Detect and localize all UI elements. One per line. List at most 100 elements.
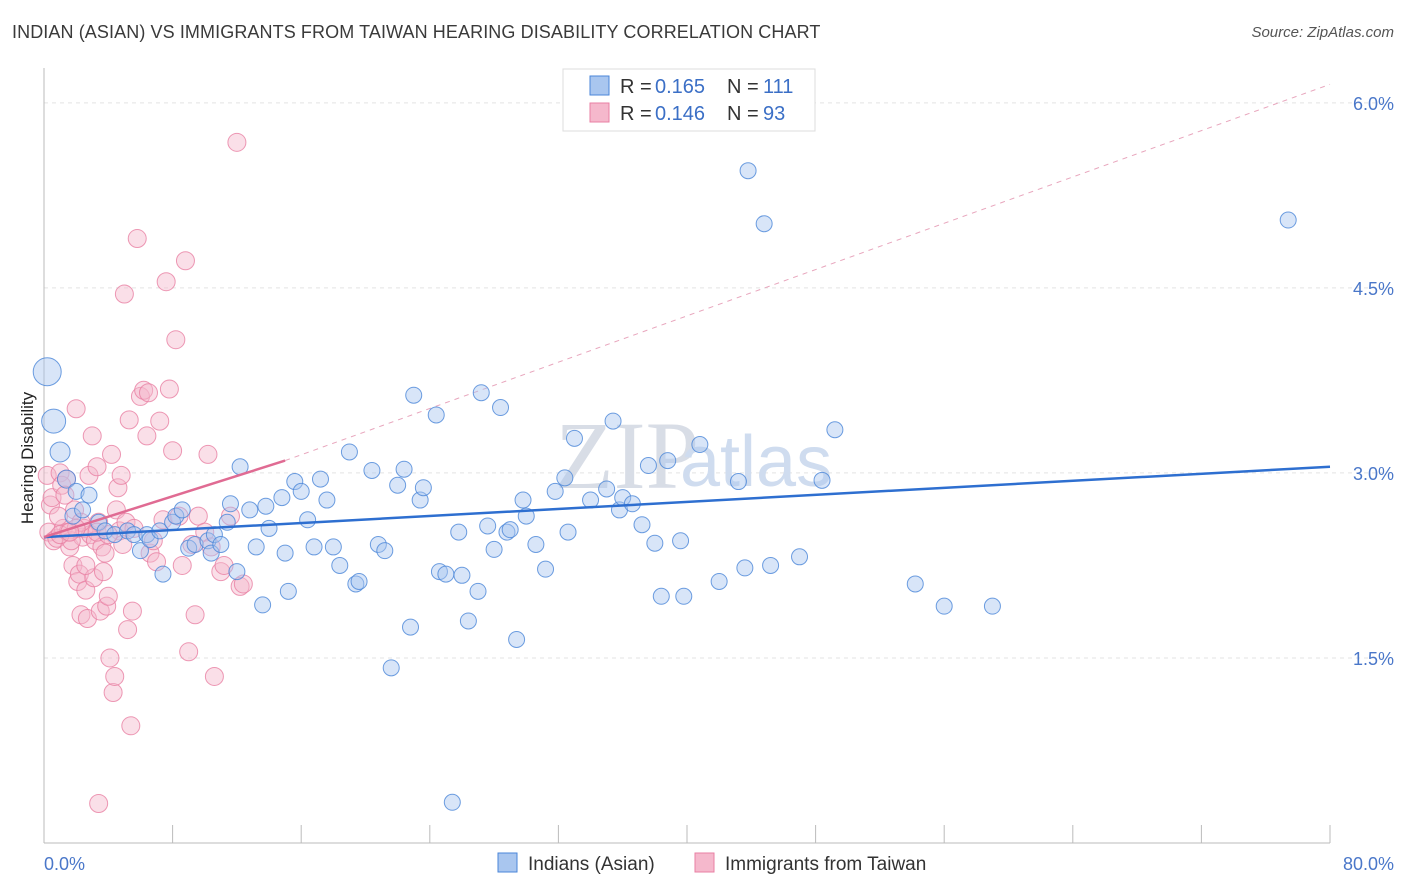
taiwan-point (103, 683, 123, 703)
taiwan-point (166, 330, 186, 350)
indian-point (556, 469, 574, 487)
taiwan-point (211, 562, 231, 582)
taiwan-point (108, 478, 128, 498)
indian-point (639, 457, 657, 475)
taiwan-point (138, 383, 158, 403)
indian-point (659, 452, 677, 470)
indian-point (260, 519, 278, 537)
indian-point (202, 544, 220, 562)
chart-title: INDIAN (ASIAN) VS IMMIGRANTS FROM TAIWAN… (12, 22, 821, 42)
indian-point (508, 630, 526, 648)
taiwan-point (40, 495, 60, 515)
taiwan-point (230, 576, 250, 596)
indian-point (376, 542, 394, 560)
indian-point (652, 587, 670, 605)
indian-point (546, 482, 564, 500)
taiwan-point (97, 596, 117, 616)
indian-point (74, 501, 92, 519)
taiwan-point (100, 648, 120, 668)
indian-point (762, 556, 780, 574)
indian-point (347, 575, 365, 593)
indian-point (125, 526, 143, 544)
indian-point (212, 535, 230, 553)
indian-point (305, 538, 323, 556)
taiwan-point (127, 229, 147, 249)
indian-point (633, 516, 651, 534)
indian-point (311, 470, 329, 488)
series-taiwan-points (37, 132, 253, 814)
watermark: ZIP atlas (555, 402, 832, 509)
indian-point (826, 421, 844, 439)
indian-point (131, 542, 149, 560)
taiwan-point (163, 441, 183, 461)
trend-line-taiwan (43, 459, 286, 539)
x-tick-label-min: 0.0% (44, 854, 85, 874)
indian-point (729, 473, 747, 491)
taiwan-point (150, 411, 170, 431)
legend: R = 0.165 N = 111 R = 0.146 N = 93 (562, 68, 816, 132)
bottom-legend-label-taiwan: Immigrants from Taiwan (725, 854, 926, 875)
indian-point (257, 497, 275, 515)
taiwan-point (71, 605, 91, 625)
indian-point (514, 491, 532, 509)
taiwan-point (172, 555, 192, 575)
indian-point (414, 479, 432, 497)
trend-line-indian (43, 465, 1331, 539)
indian-point (57, 469, 77, 489)
taiwan-point (114, 284, 134, 304)
indian-point (276, 544, 294, 562)
taiwan-point (102, 444, 122, 464)
indian-point (675, 587, 693, 605)
indian-point (67, 482, 85, 500)
indian-point (369, 535, 387, 553)
indian-point (443, 793, 461, 811)
indian-point (691, 436, 709, 454)
indian-point (247, 538, 265, 556)
indian-point (450, 523, 468, 541)
legend-n-label-1: N = (727, 76, 759, 98)
taiwan-point (198, 444, 218, 464)
indian-point (241, 501, 259, 519)
indian-point (405, 386, 423, 404)
trend-lines (43, 459, 1331, 539)
indian-point (221, 495, 239, 513)
gridlines (44, 102, 1392, 659)
indian-point (32, 357, 62, 387)
y-tick-label: 3.0% (1353, 464, 1394, 484)
indian-point (739, 162, 757, 180)
trend-extension (284, 83, 1331, 462)
taiwan-point (122, 601, 142, 621)
indian-point (286, 473, 304, 491)
indian-point (459, 612, 477, 630)
indian-point (559, 523, 577, 541)
taiwan-point (214, 555, 234, 575)
indian-point (350, 572, 368, 590)
indian-point (340, 443, 358, 461)
indian-point (813, 471, 831, 489)
y-tick-label: 1.5% (1353, 649, 1394, 669)
indian-point (186, 535, 204, 553)
indian-point (279, 582, 297, 600)
taiwan-point (87, 457, 107, 477)
legend-r-label-2: R = (620, 103, 652, 125)
indian-point (755, 215, 773, 233)
indian-point (983, 597, 1001, 615)
indian-point (273, 489, 291, 507)
legend-swatch-indian (589, 75, 610, 96)
legend-n-value-1: 111 (763, 76, 793, 98)
legend-n-value-2: 93 (763, 103, 785, 125)
taiwan-point (66, 399, 86, 419)
indian-point (565, 429, 583, 447)
indian-point (492, 399, 510, 417)
taiwan-point (185, 605, 205, 625)
indian-point (80, 486, 98, 504)
indian-point (437, 565, 455, 583)
indian-point (228, 563, 246, 581)
taiwan-point (137, 426, 157, 446)
taiwan-point (89, 794, 109, 814)
taiwan-point (227, 132, 247, 152)
indian-point (472, 384, 490, 402)
bottom-legend-label-indian: Indians (Asian) (528, 854, 655, 875)
indian-point (1279, 211, 1297, 229)
